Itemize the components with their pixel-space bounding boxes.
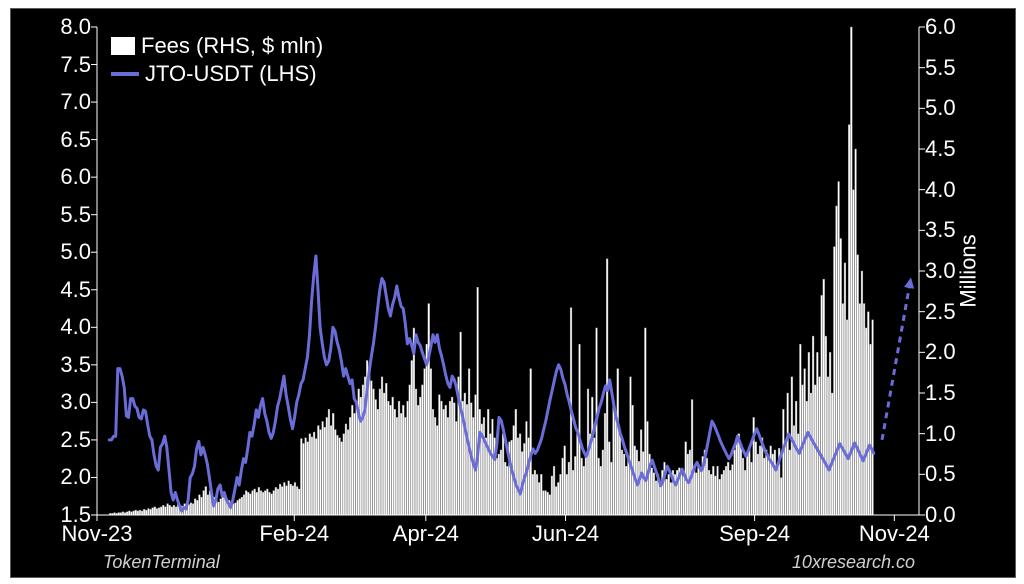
attribution-left: TokenTerminal <box>103 552 220 573</box>
left-axis-tick: 5.0 <box>60 239 97 265</box>
left-axis-tick: 2.0 <box>60 464 97 490</box>
right-axis-tick: 5.0 <box>919 95 956 121</box>
legend-item-fees: Fees (RHS, $ mln) <box>111 33 323 59</box>
right-axis-tick: 3.5 <box>919 217 956 243</box>
right-axis-tick: 2.0 <box>919 339 956 365</box>
legend-swatch-bar <box>111 37 135 55</box>
left-axis-tick: 7.0 <box>60 89 97 115</box>
right-axis-tick: 4.0 <box>919 177 956 203</box>
legend-label: JTO-USDT (LHS) <box>145 61 317 87</box>
attribution-right: 10xresearch.co <box>792 552 915 573</box>
right-axis-tick: 3.0 <box>919 258 956 284</box>
left-axis-tick: 2.5 <box>60 427 97 453</box>
left-axis-tick: 4.0 <box>60 314 97 340</box>
right-axis-tick: 0.5 <box>919 461 956 487</box>
chart-legend: Fees (RHS, $ mln) JTO-USDT (LHS) <box>111 33 323 87</box>
x-axis-tick: Jun-24 <box>532 515 599 547</box>
chart-container: Fees (RHS, $ mln) JTO-USDT (LHS) Million… <box>10 8 1016 578</box>
x-axis-tick: Apr-24 <box>393 515 459 547</box>
x-axis-tick: Feb-24 <box>259 515 329 547</box>
x-axis-tick: Sep-24 <box>719 515 790 547</box>
legend-item-jto: JTO-USDT (LHS) <box>111 61 323 87</box>
right-axis-tick: 2.5 <box>919 299 956 325</box>
right-axis-tick: 1.5 <box>919 380 956 406</box>
left-axis-tick: 6.5 <box>60 127 97 153</box>
x-axis-tick: Nov-23 <box>62 515 133 547</box>
x-axis-tick: Nov-24 <box>859 515 930 547</box>
left-axis-tick: 3.5 <box>60 352 97 378</box>
plot-area: Fees (RHS, $ mln) JTO-USDT (LHS) Million… <box>97 27 919 515</box>
right-axis-tick: 1.0 <box>919 421 956 447</box>
left-axis-tick: 7.5 <box>60 52 97 78</box>
image-frame: Fees (RHS, $ mln) JTO-USDT (LHS) Million… <box>0 0 1024 584</box>
right-axis-tick: 5.5 <box>919 55 956 81</box>
right-axis-title: Millions <box>955 234 981 307</box>
right-axis-tick: 4.5 <box>919 136 956 162</box>
right-axis-tick: 6.0 <box>919 14 956 40</box>
left-axis-tick: 6.0 <box>60 164 97 190</box>
left-axis-tick: 3.0 <box>60 389 97 415</box>
left-axis-tick: 4.5 <box>60 277 97 303</box>
chart-svg <box>97 27 919 515</box>
left-axis-tick: 5.5 <box>60 202 97 228</box>
legend-swatch-line <box>111 72 139 76</box>
legend-label: Fees (RHS, $ mln) <box>141 33 323 59</box>
left-axis-tick: 8.0 <box>60 14 97 40</box>
